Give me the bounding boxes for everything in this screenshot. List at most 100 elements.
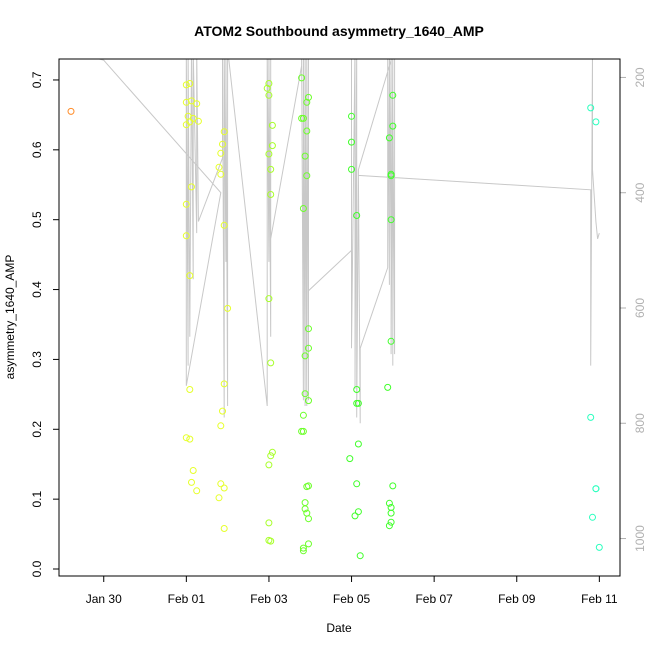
- data-point: [354, 440, 362, 448]
- data-point: [389, 482, 397, 490]
- data-point: [348, 165, 355, 173]
- data-point: [182, 200, 190, 208]
- data-point: [305, 515, 312, 523]
- data-point: [592, 485, 600, 493]
- data-point: [188, 183, 195, 191]
- data-point: [217, 480, 225, 488]
- x-tick-label: Feb 11: [581, 592, 618, 606]
- data-point: [220, 221, 228, 229]
- data-point: [265, 80, 273, 87]
- data-point: [215, 163, 223, 171]
- y2-tick-label: 800: [633, 413, 647, 433]
- data-point: [303, 172, 311, 180]
- data-point: [267, 537, 275, 545]
- data-point: [353, 386, 361, 393]
- plot-frame: [58, 58, 621, 577]
- data-point: [351, 512, 359, 520]
- data-point: [353, 480, 361, 488]
- data-point: [305, 540, 312, 548]
- x-tick-label: Feb 09: [498, 592, 536, 606]
- data-point: [220, 128, 228, 136]
- data-point: [303, 483, 311, 491]
- data-point: [267, 452, 275, 460]
- x-tick-label: Feb 03: [250, 592, 288, 606]
- data-point: [385, 499, 393, 507]
- data-point: [387, 509, 395, 517]
- data-point: [387, 172, 395, 180]
- data-point: [301, 505, 309, 513]
- y-tick-label: 0.1: [30, 490, 44, 507]
- data-point: [193, 487, 201, 495]
- data-point: [219, 407, 226, 415]
- data-point: [303, 127, 311, 135]
- data-point: [217, 422, 225, 430]
- data-point: [220, 484, 228, 492]
- data-point: [353, 212, 361, 219]
- data-point: [346, 455, 354, 463]
- data-point: [67, 107, 75, 115]
- data-point: [182, 434, 190, 442]
- y-tick-label: 0.5: [30, 211, 44, 228]
- data-point: [268, 142, 276, 150]
- data-point: [305, 325, 312, 333]
- data-point: [220, 380, 228, 388]
- data-point: [265, 150, 273, 158]
- data-point: [182, 98, 190, 106]
- data-point: [186, 386, 194, 393]
- y2-tick-label: 200: [633, 67, 647, 87]
- data-point: [299, 427, 307, 435]
- y-axis-label: asymmetry_1640_AMP: [3, 255, 17, 380]
- data-point: [387, 337, 395, 345]
- data-point: [299, 114, 307, 122]
- x-axis-label: Date: [326, 621, 352, 635]
- y-tick-label: 0.6: [30, 141, 44, 158]
- overlay-line: [97, 59, 600, 424]
- data-point: [182, 121, 190, 129]
- data-point: [301, 390, 309, 398]
- data-point: [301, 352, 309, 360]
- data-point: [348, 138, 355, 146]
- y2-tick-label: 400: [633, 182, 647, 202]
- chart-title: ATOM2 Southbound asymmetry_1640_AMP: [194, 23, 484, 39]
- data-point: [299, 544, 307, 552]
- data-point: [224, 304, 232, 312]
- data-point: [354, 399, 362, 407]
- data-point: [301, 152, 309, 160]
- x-tick-label: Feb 05: [333, 592, 371, 606]
- data-point: [305, 93, 312, 101]
- data-point: [589, 513, 596, 521]
- y-tick-label: 0.3: [30, 351, 44, 368]
- data-point: [268, 121, 276, 129]
- data-point: [268, 448, 276, 456]
- data-point: [215, 494, 223, 502]
- data-point: [189, 467, 197, 474]
- data-point: [587, 413, 595, 421]
- data-point: [193, 100, 201, 108]
- data-point: [305, 397, 312, 405]
- data-point: [387, 216, 395, 224]
- axes-layer: Jan 30 Feb 01 Feb 03 Feb 05 Feb 07 Feb 09 Feb …: [30, 67, 647, 606]
- data-point: [217, 170, 225, 178]
- data-point: [220, 525, 228, 532]
- y-tick-label: 0.0: [30, 560, 44, 577]
- data-point: [186, 435, 194, 443]
- data-point: [385, 522, 393, 530]
- data-point: [188, 478, 195, 486]
- data-point: [592, 118, 600, 126]
- y-tick-label: 0.4: [30, 281, 44, 298]
- data-point: [595, 543, 603, 551]
- data-point: [182, 232, 190, 240]
- data-point: [267, 191, 275, 198]
- data-point: [217, 149, 225, 157]
- data-point: [385, 134, 393, 142]
- data-point: [263, 84, 271, 92]
- data-point: [194, 117, 202, 125]
- data-point: [267, 165, 275, 173]
- x-tick-label: Feb 01: [168, 592, 206, 606]
- data-point: [219, 140, 226, 148]
- data-point: [182, 81, 190, 89]
- data-point: [387, 518, 395, 526]
- data-point: [186, 272, 194, 280]
- data-point: [299, 205, 307, 212]
